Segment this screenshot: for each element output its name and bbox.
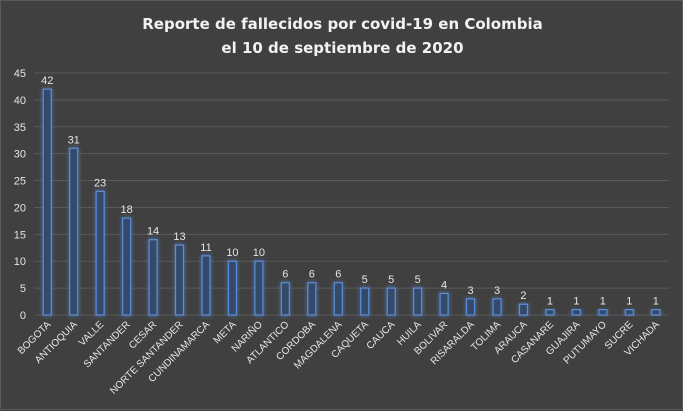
bar-norte-santander	[174, 244, 185, 316]
data-label: 3	[468, 285, 474, 297]
bar-arauca	[518, 303, 529, 316]
data-label: 1	[573, 296, 579, 308]
y-tick-label: 40	[14, 95, 26, 107]
data-label: 5	[362, 274, 368, 286]
bar-nariño	[254, 260, 264, 316]
bar-meta	[227, 260, 238, 316]
data-label: 1	[653, 296, 659, 308]
bar-casanare	[545, 309, 555, 316]
data-label: 1	[600, 296, 606, 308]
bar-cundinamarca	[201, 255, 211, 316]
bar-cordoba	[307, 282, 317, 316]
bar-valle	[95, 190, 105, 316]
bar-atlantico	[280, 282, 290, 316]
data-label: 14	[147, 226, 159, 238]
chart-title: Reporte de fallecidos por covid-19 en Co…	[142, 15, 543, 33]
bars	[42, 88, 661, 316]
data-label: 18	[120, 204, 132, 216]
data-label: 11	[200, 242, 211, 254]
bar-guajira	[571, 309, 581, 316]
data-label: 42	[41, 75, 53, 87]
bar-magdalena	[333, 282, 343, 316]
bar-vichada	[651, 309, 661, 316]
bar-bolivar	[439, 292, 449, 316]
chart-subtitle: el 10 de septiembre de 2020	[221, 39, 464, 57]
data-label: 6	[309, 269, 315, 281]
data-label: 4	[441, 279, 447, 291]
data-label: 10	[226, 247, 238, 259]
y-axis: 0 5 10 15 20 25 30 35 40 45	[14, 68, 26, 322]
bar-risaralda	[465, 298, 476, 316]
data-label: 23	[94, 177, 106, 189]
data-label: 5	[415, 274, 421, 286]
bar-cauca	[386, 287, 396, 316]
y-tick-label: 15	[14, 229, 26, 241]
bar-sucre	[624, 309, 634, 316]
y-tick-label: 45	[14, 68, 26, 80]
y-tick-label: 30	[14, 149, 26, 161]
bar-antioquia	[69, 147, 79, 316]
y-tick-label: 20	[14, 202, 26, 214]
y-tick-label: 5	[20, 283, 26, 295]
x-axis: BOGOTAANTIOQUIAVALLESANTANDERCESARNORTE …	[16, 318, 662, 397]
data-label: 31	[68, 134, 80, 146]
data-label: 5	[388, 274, 394, 286]
bar-huila	[413, 287, 423, 316]
data-label: 3	[494, 285, 500, 297]
data-label: 6	[282, 269, 288, 281]
bar-caqueta	[360, 287, 370, 316]
data-label: 2	[520, 290, 526, 302]
y-tick-label: 10	[14, 256, 26, 268]
data-label: 6	[335, 269, 341, 281]
bar-putumayo	[598, 309, 608, 316]
y-tick-label: 25	[14, 176, 26, 188]
data-label: 10	[253, 247, 265, 259]
bar-santander	[122, 217, 132, 316]
x-tick-label: CAUCA	[365, 319, 398, 352]
data-label: 13	[173, 231, 185, 243]
gridlines	[34, 72, 669, 316]
bar-bogota	[42, 88, 52, 316]
bar-tolima	[492, 298, 502, 316]
data-label: 1	[626, 296, 632, 308]
data-label: 1	[547, 296, 553, 308]
y-tick-label: 0	[20, 310, 26, 322]
bar-cesar	[148, 239, 158, 316]
y-tick-label: 35	[14, 122, 26, 134]
